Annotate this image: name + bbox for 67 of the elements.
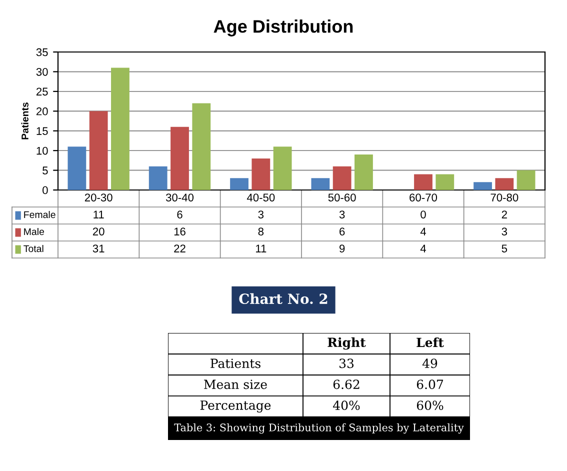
data-label: 0 [420,210,426,218]
bar [474,182,492,190]
bar [170,126,189,190]
bar [516,170,536,190]
legend-label: Female [24,210,56,218]
y-tick-label: 20 [36,107,48,116]
text: 49 [422,358,438,368]
data-label: 11 [94,210,104,218]
text: 6.07 [416,380,444,390]
x-tick-label: 50-60 [328,194,356,202]
legend-label: Total [24,244,44,252]
bar [230,178,248,190]
bar [273,146,292,190]
legend-label: Male [24,228,44,236]
x-tick-label: 60-70 [410,194,438,202]
data-label: 3 [339,210,345,218]
x-tick-label: 20-30 [84,194,112,202]
bar [414,174,432,190]
bar [111,68,130,190]
chart-title: Age Distribution [214,20,353,36]
bar [311,178,330,190]
bar [192,103,211,190]
data-label: 3 [502,228,508,236]
x-tick-label: 30-40 [166,194,194,202]
bar [495,178,514,190]
category-label: Patients [210,358,260,368]
data-label: 6 [177,210,182,218]
bar [89,111,108,190]
text: 33 [340,358,354,368]
text: Chart No. 2 [239,293,328,304]
data-label: 20 [92,228,104,236]
data-label: 2 [502,210,507,218]
bar [436,174,454,190]
bar [332,166,352,190]
category-label: Left [416,337,444,348]
text: 60% [416,400,444,410]
data-label: 6 [340,228,345,236]
data-label: 3 [258,210,264,218]
bar [148,166,168,190]
data-label: 4 [420,228,426,236]
bar [252,158,270,190]
category-label: Mean size [204,380,267,390]
x-tick-label: 40-50 [246,194,275,202]
data-label: 4 [420,244,426,252]
y-tick-label: 5 [42,166,48,174]
bar [354,154,373,190]
category-label: Percentage [200,400,271,412]
y-tick-label: 25 [36,88,48,96]
y-tick-label: 30 [36,68,48,76]
data-label: 16 [174,228,186,236]
y-tick-label: 10 [36,146,48,155]
data-label: 11 [256,244,266,252]
data-label: 9 [340,244,345,252]
y-tick-label: 0 [42,186,48,194]
text: 6.62 [333,380,360,390]
data-label: 5 [502,244,508,252]
data-label: 22 [174,244,186,252]
data-label: 31 [92,244,104,252]
y-axis-title: Patients [21,102,28,140]
bar [68,146,86,190]
category-label: Right [328,337,366,350]
x-tick-label: 70-80 [490,194,518,202]
text: Table 3: Showing Distribution of Samples by Laterality [174,423,464,434]
y-tick-label: 35 [36,48,48,56]
y-tick-label: 15 [36,127,48,135]
text: 40% [332,400,360,410]
data-label: 8 [258,228,264,236]
